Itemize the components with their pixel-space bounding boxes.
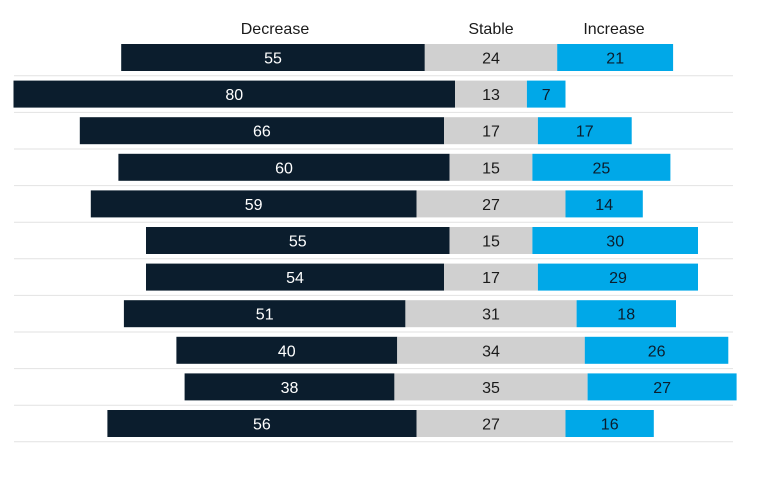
label-increase-row-9: 26 (648, 343, 666, 360)
bar-stable-row-4 (449, 153, 533, 181)
label-increase-row-4: 25 (593, 160, 611, 177)
bar-decrease-row-9 (176, 336, 398, 364)
label-increase-row-8: 18 (617, 307, 635, 324)
label-increase-row-10: 27 (653, 380, 671, 397)
label-increase-row-6: 30 (606, 234, 624, 251)
label-stable-row-6: 15 (482, 234, 500, 251)
bar-increase-row-1 (557, 44, 674, 71)
bar-decrease-row-8 (123, 300, 406, 328)
bar-stable-row-11 (416, 410, 566, 437)
bar-decrease-row-3 (79, 117, 445, 145)
label-stable-row-3: 17 (482, 124, 500, 141)
label-stable-row-11: 27 (482, 417, 500, 434)
label-decrease-row-5: 59 (245, 197, 263, 214)
label-decrease-row-11: 56 (253, 417, 271, 434)
bar-rows: 55 24 21 80 13 7 66 17 17 60 15 25 59 27 14 55 15 30 54 17 2… (13, 44, 737, 443)
bar-stable-row-3 (444, 117, 538, 145)
label-increase-row-11: 16 (601, 417, 619, 434)
bar-increase-row-7 (537, 263, 698, 291)
bar-stable-row-7 (444, 263, 538, 291)
label-stable-row-1: 24 (482, 51, 500, 68)
bar-increase-row-5 (565, 190, 643, 218)
legend-headers: Decrease Stable Increase (241, 21, 645, 38)
label-decrease-row-1: 55 (264, 51, 282, 68)
bar-increase-row-3 (537, 117, 632, 145)
bar-decrease-row-2 (13, 80, 456, 108)
label-decrease-row-2: 80 (225, 87, 243, 104)
bar-decrease-row-5 (90, 190, 417, 218)
bar-increase-row-6 (532, 227, 698, 254)
label-decrease-row-4: 60 (275, 160, 293, 177)
label-increase-row-3: 17 (576, 124, 594, 141)
label-decrease-row-6: 55 (289, 234, 307, 251)
bar-stable-row-6 (449, 227, 533, 254)
label-stable-row-5: 27 (482, 197, 500, 214)
legend-increase: Increase (583, 21, 644, 38)
bar-decrease-row-10 (184, 373, 395, 401)
label-decrease-row-10: 38 (281, 380, 299, 397)
bar-stable-row-8 (405, 300, 577, 328)
label-decrease-row-3: 66 (253, 124, 271, 141)
legend-stable: Stable (468, 21, 513, 38)
bar-increase-row-2 (526, 80, 566, 108)
label-increase-row-2: 7 (542, 87, 551, 104)
bar-decrease-row-4 (118, 153, 450, 181)
bar-decrease-row-1 (121, 44, 425, 71)
label-decrease-row-9: 40 (278, 343, 296, 360)
label-decrease-row-7: 54 (286, 270, 304, 287)
label-increase-row-1: 21 (606, 51, 624, 68)
label-increase-row-7: 29 (609, 270, 627, 287)
label-stable-row-10: 35 (482, 380, 500, 397)
label-stable-row-7: 17 (482, 270, 500, 287)
label-stable-row-4: 15 (482, 160, 500, 177)
bar-decrease-row-11 (107, 410, 417, 437)
label-stable-row-8: 31 (482, 307, 500, 324)
bar-increase-row-8 (576, 300, 676, 328)
bar-increase-row-10 (587, 373, 737, 401)
bar-decrease-row-6 (146, 227, 450, 254)
bar-stable-row-1 (424, 44, 558, 71)
label-increase-row-5: 14 (595, 197, 613, 214)
label-decrease-row-8: 51 (256, 307, 274, 324)
bar-stable-row-2 (455, 80, 527, 108)
bar-decrease-row-7 (146, 263, 445, 291)
bar-stable-row-5 (416, 190, 566, 218)
bar-stable-row-9 (397, 336, 585, 364)
bar-stable-row-10 (394, 373, 588, 401)
legend-decrease: Decrease (241, 21, 310, 38)
bar-increase-row-4 (532, 153, 671, 181)
bar-increase-row-9 (584, 336, 729, 364)
label-stable-row-9: 34 (482, 343, 500, 360)
label-stable-row-2: 13 (482, 87, 500, 104)
bar-increase-row-11 (565, 410, 654, 437)
